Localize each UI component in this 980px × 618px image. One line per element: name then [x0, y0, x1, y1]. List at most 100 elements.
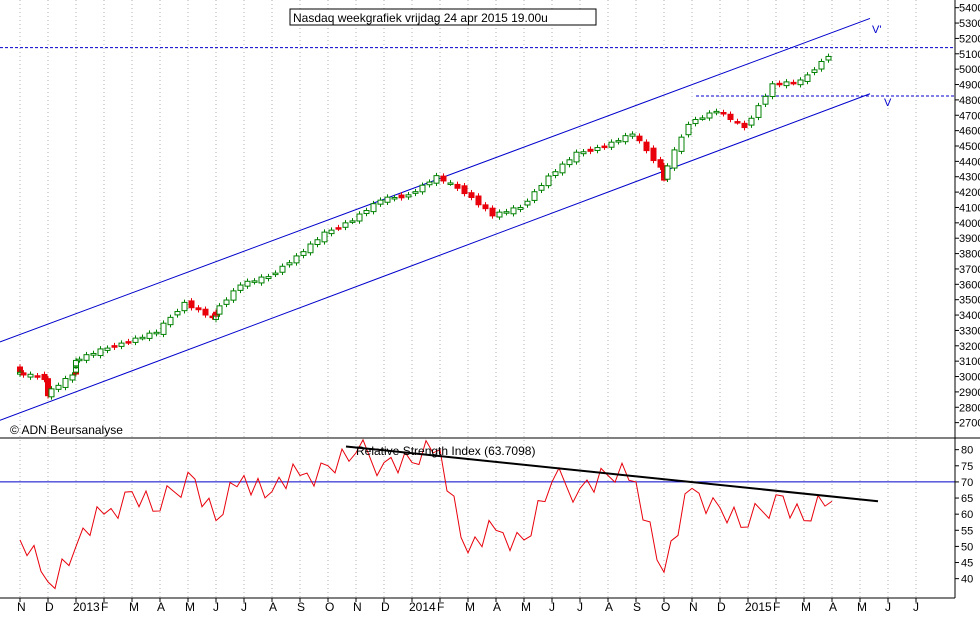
candle-up: [90, 352, 97, 356]
x-tick-label: N: [17, 600, 26, 613]
y-tick-label: 4500: [959, 141, 980, 153]
y-tick-label: 3700: [959, 264, 980, 276]
candle-up: [146, 332, 153, 339]
candle-up: [762, 95, 769, 105]
candle-down: [741, 122, 748, 129]
rsi-y-tick-label: 75: [961, 461, 973, 473]
rsi-y-tick-label: 80: [961, 445, 973, 457]
y-tick-label: 5300: [959, 18, 980, 30]
y-tick-label: 4200: [959, 187, 980, 199]
candle-up: [286, 262, 293, 266]
candle-up: [314, 239, 321, 246]
candle-up: [62, 378, 69, 388]
candle-up: [55, 384, 62, 390]
y-tick-label: 3300: [959, 325, 980, 337]
watermark: © ADN Beursanalyse: [10, 423, 123, 437]
candle-up: [139, 336, 146, 340]
x-tick-label: M: [521, 600, 531, 613]
candle-down: [188, 300, 195, 309]
x-tick-label: M: [185, 600, 195, 613]
candle-down: [20, 372, 27, 376]
candle-up: [160, 322, 167, 335]
candle-up: [629, 133, 636, 137]
candle-up: [573, 151, 580, 163]
candle-up: [342, 222, 349, 228]
candle-up: [615, 140, 622, 143]
candle-down: [636, 135, 643, 142]
candle-up: [552, 171, 559, 177]
candle-up: [174, 311, 181, 316]
candle-up: [251, 280, 258, 283]
candle-up: [538, 185, 545, 191]
candle-up: [258, 276, 265, 284]
y-tick-label: 3400: [959, 310, 980, 322]
x-tick-label: A: [157, 600, 165, 613]
candle-down: [657, 159, 664, 168]
candle-up: [69, 374, 76, 381]
candle-up: [412, 191, 419, 194]
candle-up: [181, 301, 188, 312]
candle-up: [622, 135, 629, 143]
candle-up: [671, 149, 678, 169]
candle-up: [559, 163, 566, 174]
y-tick-label: 5100: [959, 49, 980, 61]
candle-up: [783, 81, 790, 87]
candle-down: [601, 145, 608, 149]
y-tick-label: 4600: [959, 126, 980, 138]
candle-up: [391, 196, 398, 200]
candle-down: [335, 227, 342, 230]
candle-down: [398, 194, 405, 199]
candle-up: [97, 348, 104, 357]
candle-down: [125, 341, 132, 344]
x-tick-label: N: [353, 600, 362, 613]
candle-up: [580, 151, 587, 155]
x-tick-label: D: [381, 600, 390, 613]
y-tick-label: 4700: [959, 110, 980, 122]
candle-up: [237, 284, 244, 291]
y-tick-label: 4400: [959, 156, 980, 168]
x-tick-label: J: [885, 600, 891, 613]
y-tick-label: 5000: [959, 64, 980, 76]
x-tick-label: J: [577, 600, 583, 613]
candle-up: [370, 203, 377, 213]
rsi-title: Relative Strength Index (63.7098): [356, 444, 535, 458]
y-tick-label: 3000: [959, 372, 980, 384]
candle-up: [293, 255, 300, 264]
rsi-panel: [0, 438, 955, 590]
rsi-y-tick-label: 60: [961, 509, 973, 521]
rsi-line: [19, 438, 833, 590]
candle-up: [118, 342, 125, 347]
candle-up: [307, 243, 314, 254]
candle-up: [27, 373, 34, 378]
candle-up: [363, 210, 370, 215]
x-tick-label: F: [101, 600, 108, 613]
x-tick-label: N: [689, 600, 698, 613]
candle-up: [384, 196, 391, 203]
x-tick-label: 2013: [73, 600, 100, 613]
y-tick-label: 2800: [959, 402, 980, 414]
candle-up: [230, 290, 237, 301]
x-tick-label: M: [857, 600, 867, 613]
candle-up: [223, 299, 230, 305]
y-tick-label: 4100: [959, 202, 980, 214]
y-tick-label: 4300: [959, 172, 980, 184]
candle-down: [650, 147, 657, 162]
rsi-trendline: [345, 445, 879, 503]
channel-label-upper: V': [872, 24, 881, 36]
x-tick-label: J: [241, 600, 247, 613]
x-tick-label: S: [633, 600, 641, 613]
candle-up: [272, 272, 279, 276]
candle-down: [202, 308, 209, 316]
x-tick-label: A: [493, 600, 501, 613]
candle-up: [496, 211, 503, 218]
candle-up: [566, 159, 573, 166]
x-tick-label: A: [605, 600, 613, 613]
candle-down: [461, 185, 468, 195]
candle-up: [167, 316, 174, 326]
candle-down: [587, 148, 594, 152]
candle-up: [748, 117, 755, 126]
candle-down: [776, 82, 783, 86]
candle-up: [531, 191, 538, 201]
